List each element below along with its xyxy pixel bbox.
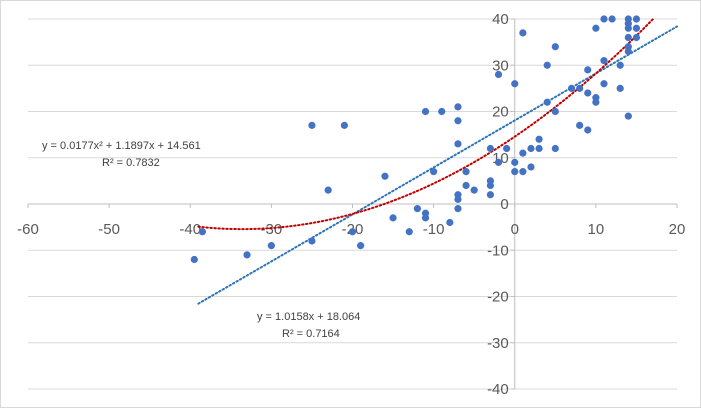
data-point [267,242,275,250]
data-point [600,15,608,23]
data-point [486,177,495,185]
data-point [624,33,632,42]
data-point [348,228,357,236]
data-point [551,107,559,116]
data-point [519,168,527,176]
data-point [527,163,535,171]
data-point [308,121,316,129]
y-tick-label: 40 [492,11,509,28]
y-tick-label: 30 [492,57,509,74]
data-points [190,15,641,264]
data-point [511,80,519,88]
data-point [576,121,584,129]
data-point [454,205,462,213]
data-point [357,242,365,250]
data-point [438,107,446,116]
data-point [494,158,503,166]
data-point [535,144,543,153]
data-point [389,214,397,222]
data-point [519,29,527,37]
data-point [454,103,462,111]
data-point [340,121,348,129]
data-point [632,15,641,23]
x-tick-label: 10 [588,221,605,238]
data-point [454,140,462,148]
data-point [511,168,519,176]
data-point [405,228,413,236]
data-point [584,66,592,74]
data-point [576,84,584,92]
data-point [567,84,576,92]
data-point [494,70,503,79]
x-tick-label: -40 [179,221,201,238]
data-point [462,168,470,176]
data-point [600,57,608,65]
data-point [584,89,592,97]
data-point [519,149,527,157]
data-point [190,255,198,264]
data-point [592,94,600,102]
poly-trend-r2: R² = 0.7832 [102,157,160,169]
data-point [462,181,470,190]
polynomial-trendline [197,18,654,231]
data-point [454,191,462,199]
y-tick-label: 0 [500,196,508,213]
linear-trend-r2: R² = 0.7164 [282,328,340,340]
axes [27,18,678,390]
y-tick-label: -10 [487,242,509,259]
data-point [486,144,495,153]
x-tick-label: -50 [98,221,120,238]
data-point [470,186,478,194]
linear-trendline [197,25,678,305]
data-point [592,24,600,32]
data-point [543,98,551,106]
data-point [308,237,316,245]
data-point [446,218,454,227]
data-point [454,117,462,125]
y-tick-label: 20 [492,104,509,121]
data-point [503,144,511,153]
data-point [486,191,495,199]
data-point [624,15,632,23]
data-point [551,144,559,153]
x-tick-label: 0 [511,221,519,238]
data-point [430,168,438,176]
y-tick-label: -20 [487,289,509,306]
data-point [413,205,421,213]
data-point [198,228,207,236]
y-tick-label: -40 [487,381,509,398]
data-point [616,61,624,69]
data-point [624,43,632,51]
y-tick-label: -30 [487,335,509,352]
data-point [608,15,616,23]
data-point [584,126,592,134]
x-tick-label: -10 [423,221,445,238]
data-point [543,61,551,69]
data-point [624,112,632,120]
data-point [421,209,430,217]
x-tick-label: -30 [261,221,283,238]
poly-trend-equation: y = 0.0177x² + 1.1897x + 14.561 [42,140,201,152]
linear-trend-equation: y = 1.0158x + 18.064 [257,311,360,323]
data-point [381,172,389,180]
data-point [632,33,641,42]
data-point [535,135,543,143]
gridlines [28,18,677,390]
data-point [632,24,641,32]
data-point [616,84,624,92]
data-point [421,107,430,116]
data-point [243,251,251,259]
data-point [551,43,559,51]
data-point [527,144,535,153]
data-point [511,158,519,166]
x-tick-label: 20 [669,221,686,238]
data-point [600,80,608,88]
x-tick-label: -60 [17,221,39,238]
data-point [324,186,332,194]
